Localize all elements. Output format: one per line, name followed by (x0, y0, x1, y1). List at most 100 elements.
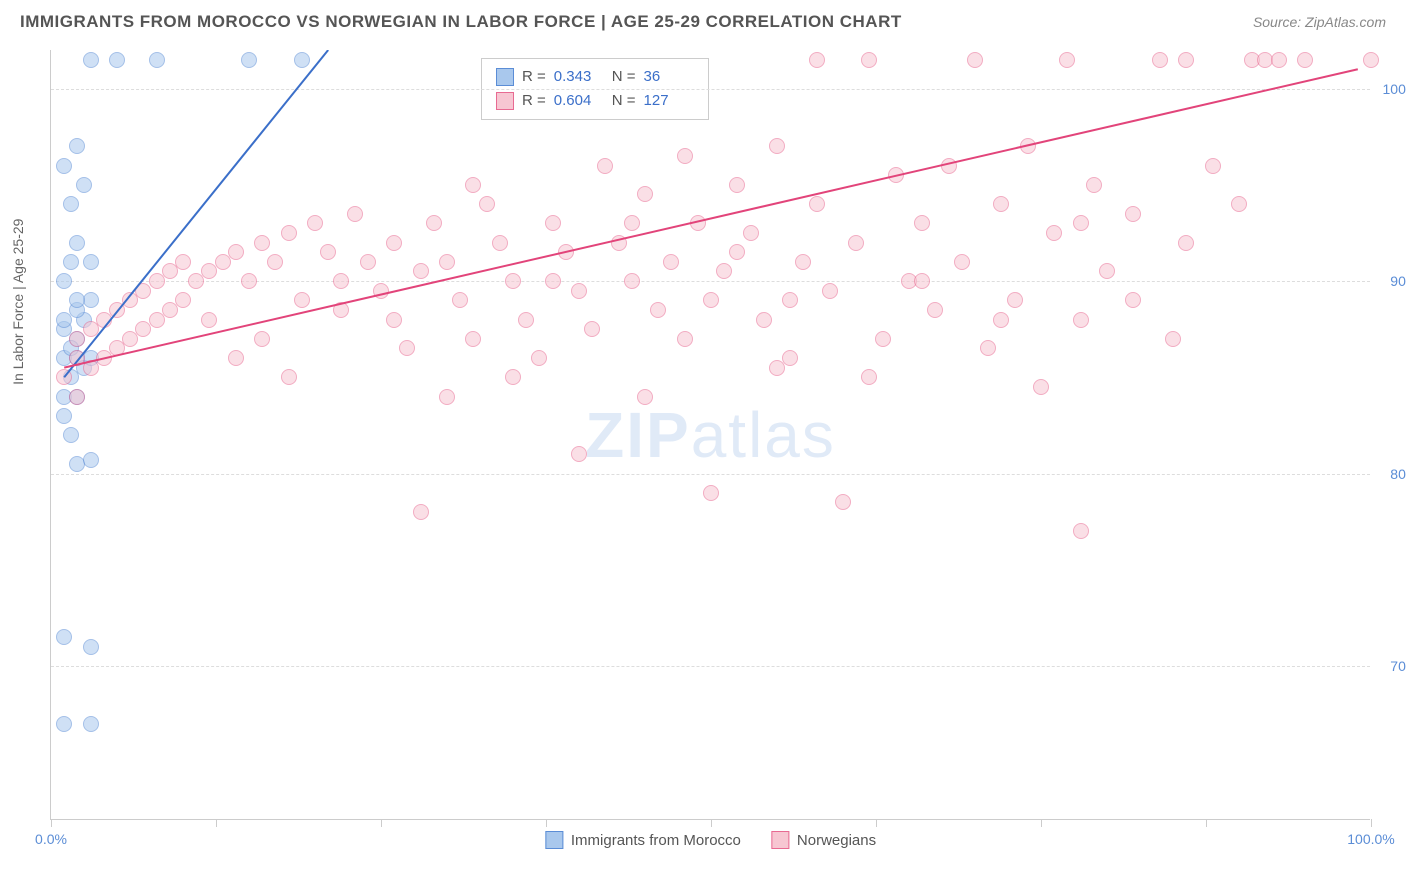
data-point (492, 235, 508, 251)
data-point (611, 235, 627, 251)
data-point (861, 369, 877, 385)
data-point (1165, 331, 1181, 347)
x-tick (876, 819, 877, 827)
legend-swatch (496, 92, 514, 110)
x-tick (381, 819, 382, 827)
legend-item: Immigrants from Morocco (545, 831, 741, 849)
r-label: R = (522, 89, 546, 113)
data-point (479, 196, 495, 212)
data-point (795, 254, 811, 270)
legend-row: R =0.604N =127 (496, 89, 694, 113)
data-point (677, 148, 693, 164)
data-point (716, 263, 732, 279)
data-point (228, 244, 244, 260)
x-tick (546, 819, 547, 827)
data-point (83, 716, 99, 732)
data-point (941, 158, 957, 174)
data-point (1059, 52, 1075, 68)
data-point (531, 350, 547, 366)
data-point (518, 312, 534, 328)
data-point (281, 369, 297, 385)
data-point (109, 52, 125, 68)
data-point (1020, 138, 1036, 154)
data-point (663, 254, 679, 270)
trendlines (51, 50, 1371, 820)
data-point (1297, 52, 1313, 68)
data-point (241, 52, 257, 68)
data-point (56, 629, 72, 645)
chart-title: IMMIGRANTS FROM MOROCCO VS NORWEGIAN IN … (20, 12, 902, 32)
header: IMMIGRANTS FROM MOROCCO VS NORWEGIAN IN … (0, 0, 1406, 40)
data-point (1363, 52, 1379, 68)
data-point (56, 716, 72, 732)
data-point (1073, 523, 1089, 539)
data-point (624, 273, 640, 289)
data-point (426, 215, 442, 231)
data-point (386, 312, 402, 328)
data-point (782, 350, 798, 366)
data-point (69, 235, 85, 251)
gridline (51, 666, 1370, 667)
data-point (439, 389, 455, 405)
data-point (56, 369, 72, 385)
data-point (83, 254, 99, 270)
n-value: 127 (644, 89, 694, 113)
n-label: N = (612, 65, 636, 89)
data-point (809, 196, 825, 212)
data-point (1125, 292, 1141, 308)
data-point (756, 312, 772, 328)
data-point (624, 215, 640, 231)
legend-row: R =0.343N =36 (496, 65, 694, 89)
data-point (769, 138, 785, 154)
data-point (848, 235, 864, 251)
y-tick-label: 70.0% (1390, 658, 1406, 674)
data-point (571, 446, 587, 462)
data-point (63, 254, 79, 270)
data-point (83, 52, 99, 68)
legend-item: Norwegians (771, 831, 876, 849)
data-point (1205, 158, 1221, 174)
data-point (1007, 292, 1023, 308)
data-point (1152, 52, 1168, 68)
data-point (505, 369, 521, 385)
data-point (320, 244, 336, 260)
data-point (571, 283, 587, 299)
data-point (914, 273, 930, 289)
data-point (294, 292, 310, 308)
data-point (835, 494, 851, 510)
data-point (399, 340, 415, 356)
data-point (980, 340, 996, 356)
data-point (254, 331, 270, 347)
chart-container: In Labor Force | Age 25-29 ZIPatlas R =0… (0, 40, 1406, 860)
data-point (175, 292, 191, 308)
data-point (703, 485, 719, 501)
data-point (1231, 196, 1247, 212)
x-tick-label: 0.0% (35, 831, 67, 847)
data-point (954, 254, 970, 270)
data-point (822, 283, 838, 299)
data-point (677, 331, 693, 347)
data-point (201, 312, 217, 328)
data-point (294, 52, 310, 68)
series-name: Norwegians (797, 832, 876, 849)
data-point (56, 312, 72, 328)
data-point (729, 244, 745, 260)
data-point (1073, 312, 1089, 328)
gridline (51, 474, 1370, 475)
x-tick-label: 100.0% (1347, 831, 1394, 847)
data-point (76, 177, 92, 193)
data-point (149, 52, 165, 68)
n-value: 36 (644, 65, 694, 89)
data-point (465, 177, 481, 193)
data-point (637, 389, 653, 405)
data-point (373, 283, 389, 299)
y-tick-label: 90.0% (1390, 273, 1406, 289)
x-tick (711, 819, 712, 827)
data-point (927, 302, 943, 318)
data-point (875, 331, 891, 347)
data-point (56, 408, 72, 424)
y-tick-label: 100.0% (1383, 81, 1406, 97)
data-point (584, 321, 600, 337)
data-point (888, 167, 904, 183)
data-point (743, 225, 759, 241)
